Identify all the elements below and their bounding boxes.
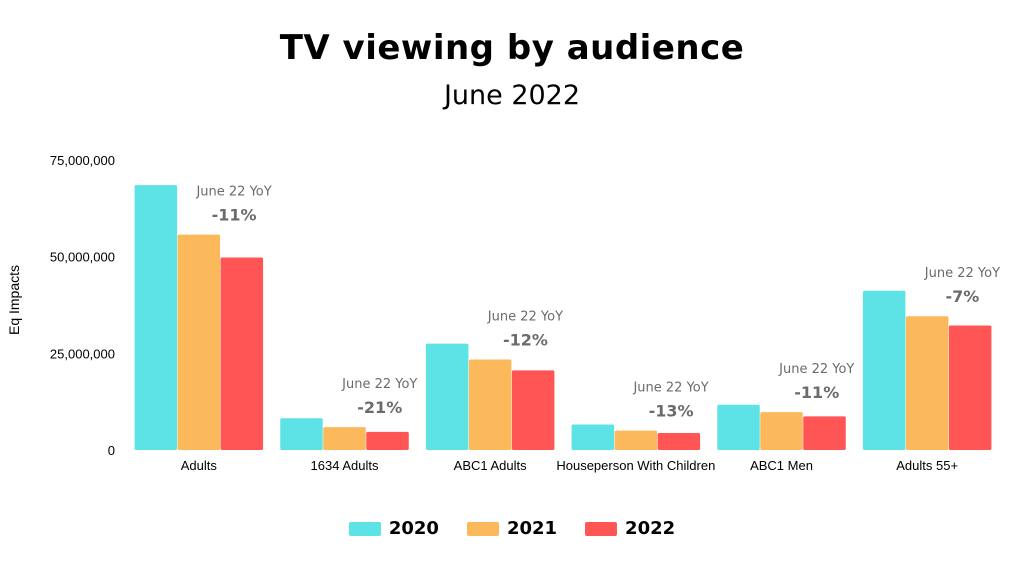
x-tick-label-adults: Adults [181,458,218,473]
legend-swatch-2021 [466,521,499,536]
x-tick-label-houseperson-with-children: Houseperson With Children [556,458,715,473]
yoy-value-abc1-adults: -12% [503,331,548,350]
bar-houseperson-with-children-2022 [657,432,701,450]
yoy-label-1634-adults: June 22 YoY [341,377,417,392]
y-axis-label: Eq Impacts [6,265,22,335]
bar-abc1-men-2022 [803,416,846,450]
chart-title: TV viewing by audience [279,28,745,68]
legend-item-2021: 2021 [466,518,558,539]
yoy-value-adults: -11% [212,206,257,225]
bar-1634-adults-2022 [366,431,409,450]
legend-label-2021: 2021 [506,518,558,539]
x-tick-label-adults-55: Adults 55+ [896,458,958,473]
bar-adults-2021 [177,234,221,450]
bar-adults-55-2022 [948,325,992,450]
yoy-label-adults: June 22 YoY [195,185,271,200]
bar-adults-55-2021 [905,316,949,450]
y-tick-label-50-000-000: 50,000,000 [50,250,115,265]
bar-adults-2022 [220,257,264,450]
legend-item-2022: 2022 [585,518,675,539]
x-tick-label-abc1-men: ABC1 Men [750,458,813,473]
bar-abc1-adults-2020 [425,343,469,450]
y-tick-label-0: 0 [108,443,115,458]
yoy-value-1634-adults: -21% [357,398,402,417]
yoy-value-houseperson-with-children: -13% [649,402,694,421]
bar-abc1-adults-2021 [468,359,512,450]
legend-swatch-2020 [348,521,381,536]
bar-1634-adults-2020 [280,418,323,450]
bar-houseperson-with-children-2021 [614,430,658,450]
bar-adults-2020 [134,185,178,450]
x-tick-label-abc1-adults: ABC1 Adults [454,458,527,473]
yoy-label-adults-55: June 22 YoY [924,266,1000,281]
bar-1634-adults-2021 [323,427,366,450]
chart-legend: 2020 2021 2022 [0,518,1024,539]
x-tick-label-1634-adults: 1634 Adults [311,458,379,473]
bar-abc1-men-2021 [760,412,803,450]
bar-houseperson-with-children-2020 [571,424,615,450]
chart-subtitle: June 2022 [443,80,581,111]
yoy-label-abc1-men: June 22 YoY [778,362,854,377]
y-tick-label-75-000-000: 75,000,000 [50,153,115,168]
y-tick-label-25-000-000: 25,000,000 [50,346,115,361]
yoy-label-houseperson-with-children: June 22 YoY [632,381,708,396]
legend-swatch-2022 [585,521,618,536]
bar-adults-55-2020 [862,290,906,450]
yoy-value-adults-55: -7% [946,287,980,306]
bar-abc1-adults-2022 [511,370,555,450]
bar-abc1-men-2020 [717,404,760,450]
legend-item-2020: 2020 [348,518,439,539]
yoy-label-abc1-adults: June 22 YoY [487,310,563,325]
legend-label-2020: 2020 [388,518,439,539]
legend-label-2022: 2022 [625,518,676,539]
yoy-value-abc1-men: -11% [794,383,839,402]
